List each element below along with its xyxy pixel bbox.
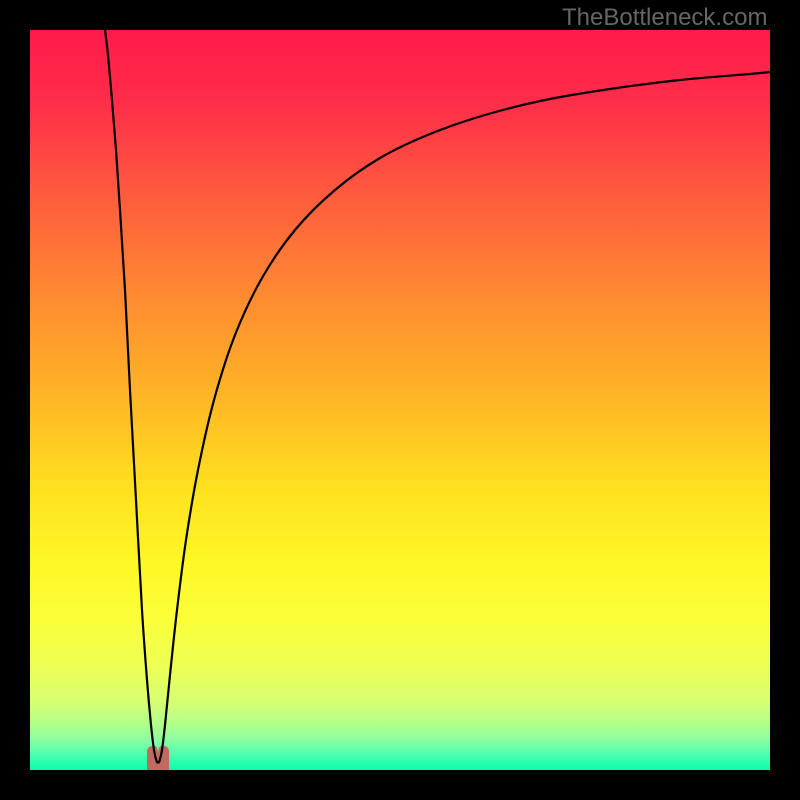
chart-plot-area (30, 30, 770, 770)
watermark-text: TheBottleneck.com (562, 4, 767, 32)
chart-svg (30, 30, 770, 770)
chart-background (30, 30, 770, 770)
